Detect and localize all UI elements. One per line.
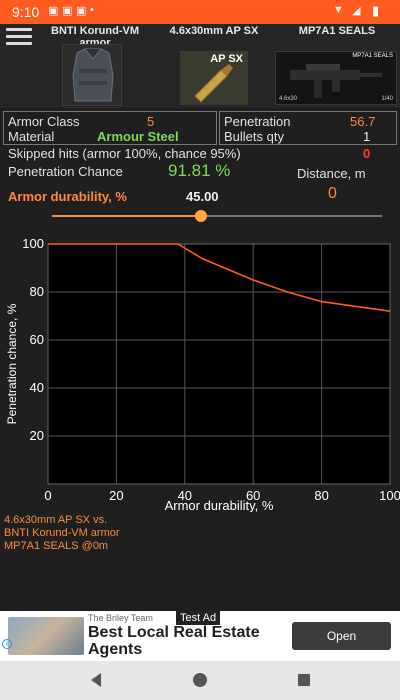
cartridge-icon	[194, 64, 233, 103]
material-value: Armour Steel	[97, 129, 179, 144]
pen-chance-label: Penetration Chance	[8, 164, 123, 179]
y-axis-label: Penetration chance, %	[5, 303, 19, 424]
ad-image[interactable]	[8, 617, 84, 655]
summary-line-1: 4.6x30mm AP SX vs.	[4, 514, 108, 526]
weapon-title: MP7A1 SEALS	[298, 25, 376, 37]
distance-value[interactable]: 0	[328, 185, 337, 202]
ad-sponsor: The Briley Team	[88, 613, 153, 623]
weapon-thumb-caption: 4.6x30	[279, 96, 298, 102]
ad-headline[interactable]: Best Local Real Estate Agents	[88, 624, 260, 658]
summary-line-2: BNTI Korund-VM armor	[4, 527, 120, 539]
penetration-value: 56.7	[350, 114, 376, 129]
durability-slider-fill	[52, 215, 201, 217]
battery-icon: ▮	[372, 3, 380, 18]
bullets-qty-value: 1	[363, 129, 371, 144]
armor-stats-box	[3, 111, 217, 145]
plot-area	[48, 244, 390, 484]
wifi-icon: ▼	[333, 4, 344, 16]
x-axis-label: Armor durability, %	[165, 498, 274, 512]
summary-line-3: MP7A1 SEALS @0m	[4, 540, 109, 552]
skipped-hits-value: 0	[363, 146, 371, 161]
armor-class-label: Armor Class	[8, 114, 80, 129]
menu-icon[interactable]	[6, 28, 32, 46]
ammo-stats-box	[219, 111, 397, 145]
skipped-hits-label: Skipped hits (armor 100%, chance 95%)	[8, 146, 241, 161]
pen-chance-value: 91.81 %	[168, 161, 231, 180]
status-bar: 9:10 ▣ ▣ ▣ • ▼ ◢ ▮	[0, 0, 400, 24]
y-tick-label: 40	[30, 380, 44, 395]
distance-label: Distance, m	[297, 166, 366, 181]
x-tick-label: 80	[314, 488, 328, 503]
material-label: Material	[8, 129, 55, 144]
ad-badge: Test Ad	[176, 611, 221, 625]
x-tick-label: 40	[178, 488, 192, 503]
system-nav-bar	[0, 661, 400, 700]
back-icon[interactable]	[88, 672, 104, 688]
weapon-thumb-label: MP7A1 SEALS	[352, 53, 393, 59]
notification-dot-icon: •	[90, 4, 94, 16]
durability-slider-thumb[interactable]	[194, 210, 207, 222]
ad-open-button[interactable]: Open	[292, 622, 391, 650]
summary-text: 4.6x30mm AP SX vs. BNTI Korund-VM armor …	[4, 514, 120, 553]
penetration-label: Penetration	[224, 114, 291, 129]
recents-icon[interactable]	[296, 672, 312, 688]
ammo-thumb-label: AP SX	[210, 53, 243, 65]
ad-info-icon[interactable]: i	[2, 639, 12, 649]
plot-border	[47, 243, 391, 485]
ammo-thumbnail[interactable]: AP SX	[180, 51, 248, 105]
notification-icon-2: ▣	[62, 5, 73, 17]
ammo-title: 4.6x30mm AP SX	[169, 25, 259, 37]
penetration-series-line	[48, 243, 391, 312]
durability-value: 45.00	[186, 189, 219, 204]
weapon-thumbnail[interactable]: MP7A1 SEALS 4.6x30 1/40	[275, 51, 397, 105]
x-tick-label: 0	[44, 488, 51, 503]
durability-slider-track[interactable]	[52, 215, 382, 217]
penetration-chart: 0 20 40 60 80 100 20 40 60 80 100 Armor durability,…	[5, 236, 400, 512]
home-icon[interactable]	[192, 672, 208, 688]
y-tick-label: 80	[30, 284, 44, 299]
signal-icon: ◢	[352, 5, 361, 17]
y-tick-label: 20	[30, 428, 44, 443]
armor-vest-icon	[72, 48, 114, 102]
x-tick-label: 100	[379, 488, 400, 503]
smg-icon	[290, 64, 382, 98]
ad-banner[interactable]: i The Briley Team Test Ad Best Local Rea…	[0, 611, 400, 661]
y-tick-label: 60	[30, 332, 44, 347]
armor-class-value: 5	[147, 114, 155, 129]
status-time: 9:10	[12, 4, 40, 20]
durability-label: Armor durability, %	[8, 189, 127, 204]
y-tick-label: 100	[22, 236, 44, 251]
bullets-qty-label: Bullets qty	[224, 129, 284, 144]
weapon-thumb-count: 1/40	[381, 96, 393, 102]
armor-thumbnail[interactable]	[62, 44, 122, 106]
notification-icon: ▣	[48, 5, 59, 17]
notification-icon-3: ▣	[76, 5, 87, 17]
x-tick-label: 20	[109, 488, 123, 503]
item-header: BNTI Korund-VM armor 4.6x30mm AP SX MP7A…	[0, 24, 400, 108]
x-tick-label: 60	[246, 488, 260, 503]
